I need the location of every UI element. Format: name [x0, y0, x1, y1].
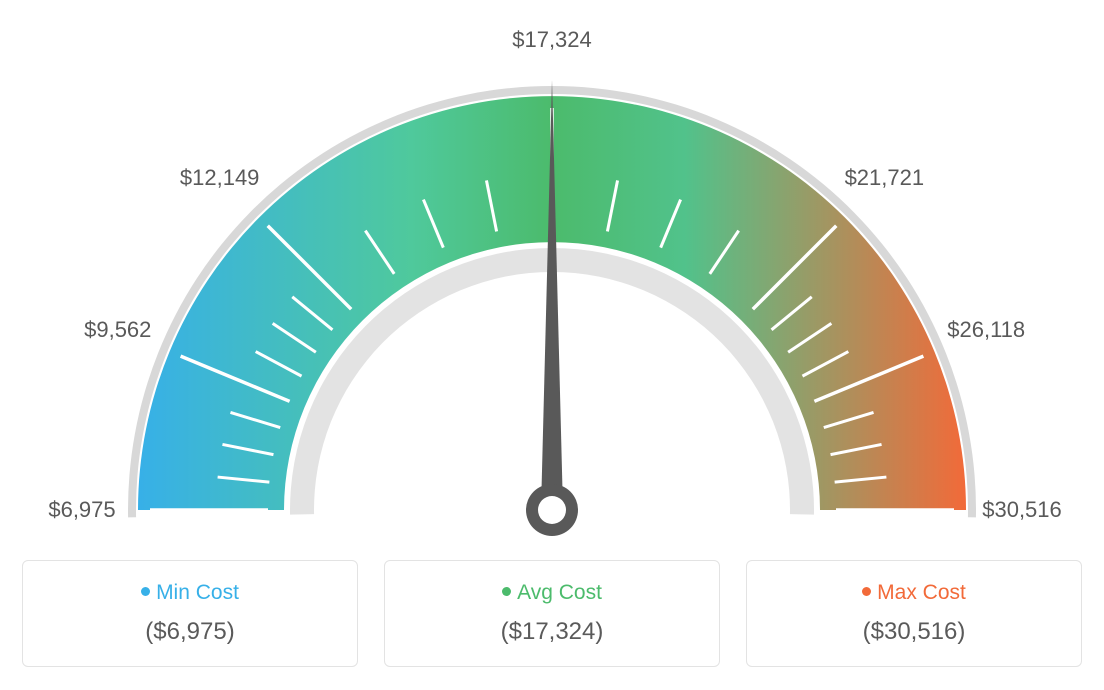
legend-value-min: ($6,975): [33, 618, 347, 646]
dot-icon: [862, 587, 871, 596]
tick-label: $6,975: [48, 497, 115, 523]
legend-title-max: Max Cost: [757, 579, 1071, 606]
gauge-chart: $6,975 $9,562 $12,149 $17,324 $21,721 $26,118…: [22, 20, 1082, 540]
legend-title-avg-text: Avg Cost: [517, 581, 602, 604]
legend-title-max-text: Max Cost: [877, 581, 966, 604]
legend-title-avg: Avg Cost: [395, 579, 709, 606]
tick-label: $21,721: [845, 165, 925, 191]
legend-row: Min Cost ($6,975) Avg Cost ($17,324) Max…: [22, 560, 1082, 667]
legend-card-max: Max Cost ($30,516): [746, 560, 1082, 667]
legend-value-max: ($30,516): [757, 618, 1071, 646]
legend-value-avg: ($17,324): [395, 618, 709, 646]
tick-label: $26,118: [947, 317, 1025, 343]
tick-label: $9,562: [84, 317, 151, 343]
legend-card-avg: Avg Cost ($17,324): [384, 560, 720, 667]
legend-title-min-text: Min Cost: [156, 581, 239, 604]
gauge-svg: [22, 20, 1082, 540]
dot-icon: [502, 587, 511, 596]
tick-label: $12,149: [180, 165, 260, 191]
tick-label: $30,516: [982, 497, 1062, 523]
legend-title-min: Min Cost: [33, 579, 347, 606]
needle-hub-inner: [538, 496, 566, 524]
dot-icon: [141, 587, 150, 596]
tick-label: $17,324: [512, 27, 592, 53]
legend-card-min: Min Cost ($6,975): [22, 560, 358, 667]
